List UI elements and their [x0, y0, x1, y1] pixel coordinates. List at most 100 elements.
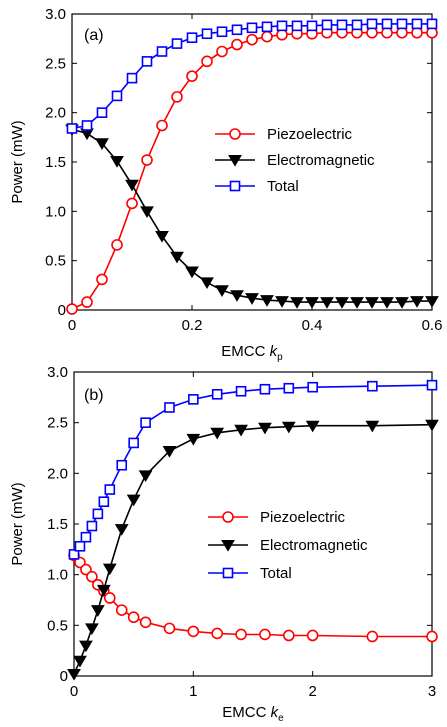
- legend-label: Electromagnetic: [267, 152, 375, 169]
- data-point-total: [80, 531, 92, 543]
- data-point-electromagnetic: [305, 420, 320, 433]
- data-point-electromagnetic: [258, 422, 272, 435]
- panel-a-x-axis-label: EMCC kp: [221, 343, 283, 363]
- y-tick-label: 0: [60, 668, 68, 685]
- data-point-piezoelectric: [426, 26, 438, 39]
- data-point-electromagnetic: [305, 297, 319, 309]
- data-point-total: [291, 20, 303, 32]
- y-tick-label: 3.0: [45, 6, 66, 23]
- data-point-total: [426, 379, 438, 391]
- data-point-electromagnetic: [140, 206, 154, 219]
- panel-a-plot-frame: [71, 13, 433, 311]
- data-point-electromagnetic: [281, 421, 296, 434]
- data-point-piezoelectric: [115, 604, 128, 616]
- data-point-total: [306, 20, 318, 32]
- panel-b-x-axis-label-main: EMCC: [222, 704, 270, 721]
- data-point-electromagnetic: [73, 655, 87, 668]
- data-point-piezoelectric: [86, 570, 98, 583]
- data-point-electromagnetic: [170, 251, 184, 264]
- panel-a-x-axis-label-subscript: p: [277, 352, 283, 363]
- data-point-electromagnetic: [110, 156, 124, 168]
- data-point-electromagnetic: [350, 297, 364, 309]
- data-point-electromagnetic: [425, 419, 439, 432]
- data-point-total: [321, 19, 333, 31]
- data-point-total: [201, 28, 213, 40]
- panel-b-ticks: 0 0.5 1.0 1.5 2.0 2.5 3.0 0 1 2 3: [47, 364, 436, 700]
- legend-label: Total: [267, 178, 299, 195]
- data-point-piezoelectric: [156, 119, 168, 132]
- y-tick-label: 2.5: [45, 55, 66, 72]
- y-tick-label: 1.5: [47, 516, 68, 533]
- legend-item-electromagnetic: Electromagnetic: [208, 537, 368, 554]
- data-point-total: [216, 26, 228, 38]
- series-piezoelectric: [66, 26, 438, 315]
- data-point-total: [186, 32, 198, 43]
- data-point-piezoelectric: [282, 629, 295, 642]
- data-point-piezoelectric: [211, 627, 223, 640]
- data-point-electromagnetic: [96, 584, 111, 597]
- panel-a-series: [65, 18, 439, 315]
- data-point-piezoelectric: [276, 28, 288, 41]
- legend-marker: [222, 567, 234, 579]
- data-point-electromagnetic: [114, 524, 129, 536]
- data-point-piezoelectric: [246, 33, 258, 46]
- data-point-total: [104, 484, 116, 495]
- data-point-piezoelectric: [139, 616, 152, 629]
- data-point-total: [336, 19, 348, 31]
- series-total: [68, 379, 438, 560]
- data-point-electromagnetic: [335, 297, 349, 309]
- data-point-total: [259, 383, 271, 395]
- legend-label: Electromagnetic: [260, 537, 368, 554]
- data-point-total: [276, 20, 288, 32]
- data-point-electromagnetic: [155, 231, 169, 243]
- data-point-total: [367, 380, 378, 392]
- data-point-total: [351, 19, 363, 31]
- data-point-piezoelectric: [411, 26, 423, 39]
- data-point-total: [426, 18, 438, 30]
- legend-item-piezoelectric: Piezoelectric: [215, 126, 353, 143]
- data-point-total: [211, 388, 223, 400]
- series-line-total: [73, 384, 433, 555]
- data-point-electromagnetic: [85, 623, 99, 636]
- x-tick-label: 0: [68, 317, 76, 334]
- panel-a-chart: 0 0.5 1.0 1.5 2.0 2.5 3.0 0 0.2 0.4 0.6 (a) Piezoe…: [9, 6, 442, 363]
- data-point-total: [156, 46, 168, 57]
- data-point-electromagnetic: [410, 296, 424, 308]
- data-point-total: [235, 385, 247, 397]
- data-point-electromagnetic: [320, 297, 334, 309]
- panel-b-plot-frame: [73, 371, 433, 677]
- data-point-total: [86, 520, 98, 532]
- data-point-electromagnetic: [290, 297, 304, 309]
- data-point-total: [231, 24, 243, 36]
- data-point-piezoelectric: [426, 630, 438, 643]
- data-point-electromagnetic: [215, 285, 229, 297]
- panel-a-ticks: 0 0.5 1.0 1.5 2.0 2.5 3.0 0 0.2 0.4 0.6: [45, 6, 442, 334]
- x-tick-label: 0: [70, 683, 78, 700]
- data-point-piezoelectric: [66, 303, 78, 315]
- data-point-total: [96, 107, 108, 118]
- panel-b-x-axis-label-subscript: e: [278, 713, 284, 724]
- data-point-total: [92, 508, 104, 520]
- data-point-electromagnetic: [395, 297, 409, 309]
- data-point-total: [307, 381, 318, 393]
- y-tick-label: 2.0: [45, 105, 66, 122]
- data-point-piezoelectric: [201, 55, 213, 68]
- data-point-total: [66, 123, 78, 134]
- panel-b-y-axis-label: Power (mW): [9, 482, 26, 565]
- data-point-piezoelectric: [216, 45, 228, 58]
- data-point-electromagnetic: [125, 179, 139, 192]
- data-point-electromagnetic: [275, 296, 289, 308]
- data-point-electromagnetic: [95, 138, 109, 150]
- legend-marker: [229, 128, 241, 140]
- data-point-electromagnetic: [425, 296, 439, 308]
- data-point-total: [98, 496, 110, 508]
- data-point-total: [396, 18, 408, 30]
- panel-a-x-axis-label-symbol: k: [270, 343, 279, 360]
- data-point-total: [188, 394, 199, 405]
- data-point-piezoelectric: [127, 611, 140, 624]
- data-point-electromagnetic: [210, 427, 225, 440]
- x-tick-label: 0.2: [182, 317, 203, 334]
- series-line-piezoelectric: [71, 31, 432, 310]
- y-tick-label: 1.0: [45, 203, 66, 220]
